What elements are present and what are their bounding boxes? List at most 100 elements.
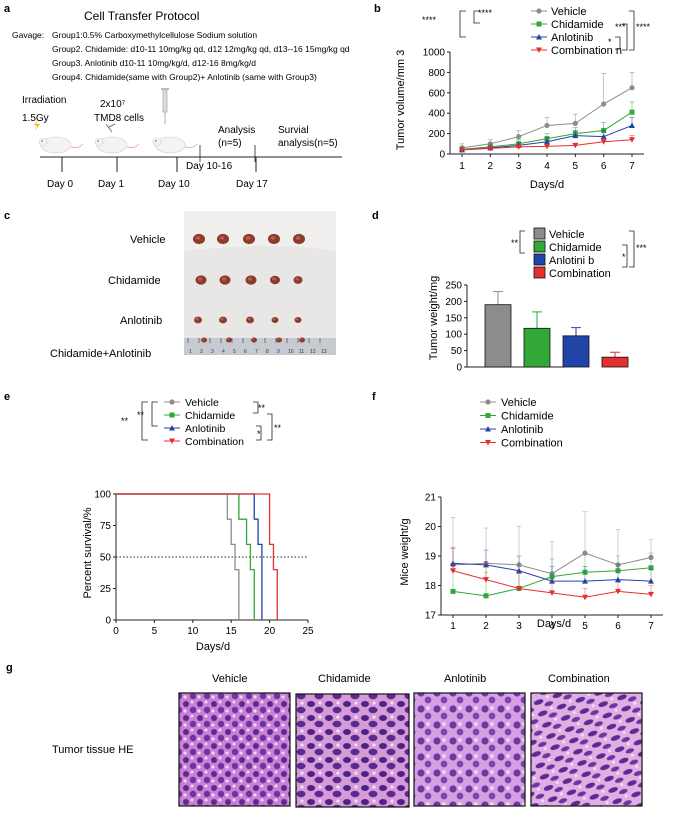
- protocol-title: Cell Transfer Protocol: [84, 9, 199, 23]
- ruler-tick-label: 13: [321, 349, 327, 355]
- b-point: [544, 143, 550, 150]
- b-xtick-label: 1: [459, 161, 465, 172]
- tumor-highlight: [247, 277, 253, 281]
- b-ytick-label: 600: [428, 88, 445, 99]
- b-point: [629, 109, 635, 115]
- d-bar-3: [601, 356, 629, 368]
- b-legend-marker: [536, 34, 542, 40]
- d-legend-label: Vehicle: [549, 229, 584, 241]
- tumor-specimen: [251, 337, 257, 343]
- f-ytick-label: 19: [425, 552, 437, 563]
- f-xtick-label: 5: [582, 621, 588, 632]
- f-ytick-label: 21: [425, 493, 437, 504]
- b-xtick-label: 6: [601, 161, 607, 172]
- tumor-specimen: [299, 337, 305, 343]
- tumor-specimen: [194, 316, 202, 324]
- b-point: [487, 145, 494, 152]
- sig-e-5: **: [274, 423, 282, 433]
- tumor-volume-significance: **** **** * *** ****: [422, 8, 651, 51]
- f-xtick-label: 3: [516, 621, 522, 632]
- tumor-highlight: [299, 338, 303, 340]
- ruler-tick-label: 3: [211, 349, 214, 355]
- f-ytick-label: 20: [425, 522, 437, 533]
- tumor-highlight: [201, 338, 205, 340]
- e-xtick-label: 15: [226, 626, 238, 637]
- b-ytick-label: 400: [428, 109, 445, 120]
- e-survival-curve-0: [116, 493, 240, 620]
- e-survival-curve-3: [116, 493, 278, 620]
- tumor-weight-chart: Tumor weight/mg ** * *** 0 50 100 150 200 250…: [428, 227, 647, 374]
- b-point: [572, 132, 579, 139]
- e-survival-curve-1: [116, 493, 255, 620]
- f-point: [450, 588, 456, 594]
- histology-image-combination: [530, 692, 643, 807]
- e-xtick-label: 5: [152, 626, 158, 637]
- b-legend-marker: [536, 8, 542, 14]
- survival-xlabel: Days/d: [196, 641, 230, 653]
- e-ytick-label: 100: [94, 490, 111, 501]
- b-point: [515, 144, 522, 150]
- panel-label-d: d: [372, 210, 379, 222]
- tumor-specimen: [219, 316, 227, 324]
- tumor-specimen: [201, 337, 207, 343]
- ruler-tick-label: 7: [255, 349, 258, 355]
- e-ytick-label: 25: [100, 584, 112, 595]
- tumor-highlight: [295, 317, 299, 321]
- b-point: [629, 85, 635, 91]
- f-point: [648, 565, 654, 571]
- panel-label-c: c: [4, 210, 10, 222]
- f-legend-marker: [485, 440, 491, 446]
- ruler-tick-label: 5: [233, 349, 236, 355]
- b-legend-label: Chidamide: [551, 19, 604, 31]
- f-point: [648, 591, 654, 598]
- tumor-highlight: [295, 236, 301, 240]
- tumor-volume-chart: Tumor volume/mm 3 Days/d **** **** * ***…: [395, 6, 651, 191]
- f-point: [549, 590, 555, 596]
- d-ytick-label: 150: [445, 313, 462, 324]
- f-legend-label: Anlotinib: [501, 424, 543, 436]
- histology-image-vehicle: [178, 692, 291, 807]
- mouse-icon-1: [38, 136, 84, 154]
- analysis-line-2: (n=5): [218, 138, 242, 149]
- panel-label-f: f: [372, 391, 376, 403]
- f-point: [450, 568, 456, 574]
- sig-d-3: ***: [636, 243, 647, 253]
- e-xtick-label: 0: [113, 626, 119, 637]
- histology-row-label: Tumor tissue HE: [52, 744, 134, 756]
- group-1-text: Group1:0.5% Carboxymethylcellulose Sodiu…: [52, 30, 257, 40]
- histology-title-combination: Combination: [548, 673, 610, 685]
- syringe-small-icon: [105, 123, 116, 133]
- b-ytick-label: 1000: [423, 48, 446, 59]
- photo-row-anlotinib: Anlotinib: [120, 315, 162, 327]
- b-point: [572, 142, 579, 149]
- f-xtick-label: 1: [450, 621, 456, 632]
- gavage-label: Gavage:: [12, 30, 44, 40]
- panel-label-a: a: [4, 3, 11, 15]
- tumor-highlight: [272, 317, 276, 321]
- day-label-1: Day 1: [98, 179, 125, 190]
- f-legend-label: Combination: [501, 438, 563, 450]
- tumor-highlight: [245, 236, 251, 240]
- syringe-icon: [161, 88, 169, 124]
- b-point: [459, 147, 465, 153]
- tumor-highlight: [272, 277, 276, 281]
- mouse-icon-2: [94, 136, 140, 154]
- b-legend-marker: [536, 47, 542, 53]
- day-label-0: Day 0: [47, 179, 74, 190]
- tumor-highlight: [270, 236, 276, 240]
- photo-row-chidamide: Chidamide: [108, 275, 161, 287]
- panel-label-e: e: [4, 391, 10, 403]
- day-label-17: Day 17: [236, 179, 268, 190]
- f-point: [648, 578, 654, 584]
- f-legend-marker: [485, 413, 491, 418]
- dose-label: 1.5Gy: [22, 113, 49, 124]
- tumor-highlight: [221, 277, 227, 281]
- f-legend-label: Chidamide: [501, 411, 554, 423]
- d-legend-swatch: [533, 253, 546, 266]
- tumor-highlight: [247, 317, 251, 321]
- tumor-highlight: [276, 338, 280, 340]
- e-xtick-label: 10: [187, 626, 199, 637]
- sig-b-5: ****: [636, 22, 651, 32]
